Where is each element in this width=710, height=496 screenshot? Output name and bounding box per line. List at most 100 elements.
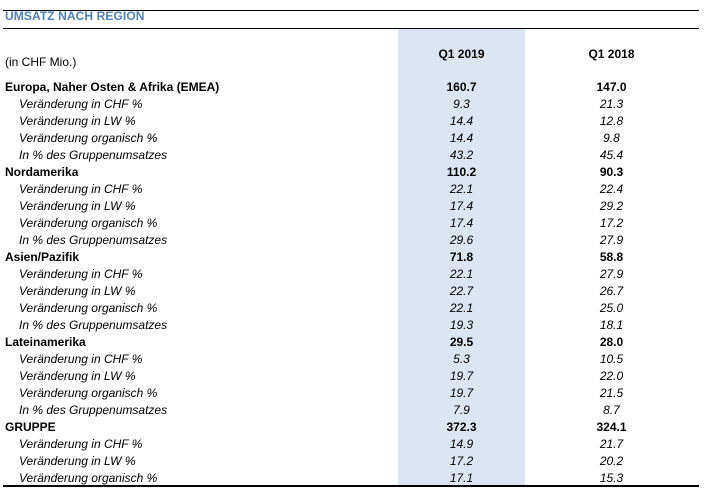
value-q1-2019: 22.1 (449, 267, 474, 281)
row-label: Veränderung organisch % (19, 386, 158, 400)
metric-row: Veränderung in CHF % 22.1 27.9 (0, 266, 710, 283)
value-q1-2018: 25.0 (599, 301, 624, 315)
value-q1-2018: 22.0 (599, 369, 624, 383)
value-q1-2018: 58.8 (599, 250, 624, 264)
value-q1-2018: 10.5 (599, 352, 624, 366)
row-label: Veränderung organisch % (19, 216, 158, 230)
highlight-column-band (398, 29, 525, 485)
row-label: Veränderung in CHF % (19, 182, 143, 196)
value-q1-2018: 45.4 (599, 148, 624, 162)
value-q1-2018: 18.1 (599, 318, 624, 332)
metric-row: In % des Gruppenumsatzes 19.3 18.1 (0, 317, 710, 334)
row-label: Veränderung in LW % (19, 454, 136, 468)
row-label: In % des Gruppenumsatzes (19, 233, 168, 247)
value-q1-2019: 9.3 (453, 97, 470, 111)
row-label: Veränderung in CHF % (19, 97, 143, 111)
row-label: Veränderung organisch % (19, 471, 158, 485)
value-q1-2018: 17.2 (599, 216, 624, 230)
value-q1-2019: 372.3 (446, 420, 477, 434)
value-q1-2018: 8.7 (603, 403, 620, 417)
region-row: Nordamerika 110.2 90.3 (0, 164, 710, 181)
value-q1-2019: 19.3 (449, 318, 474, 332)
value-q1-2018: 26.7 (599, 284, 624, 298)
row-label: Veränderung in LW % (19, 199, 136, 213)
row-label: Europa, Naher Osten & Afrika (EMEA) (5, 80, 220, 94)
value-q1-2019: 17.2 (449, 454, 474, 468)
value-q1-2018: 29.2 (599, 199, 624, 213)
row-label: In % des Gruppenumsatzes (19, 148, 168, 162)
value-q1-2019: 17.4 (449, 199, 474, 213)
value-q1-2018: 12.8 (599, 114, 624, 128)
value-q1-2018: 27.9 (599, 267, 624, 281)
value-q1-2018: 21.3 (599, 97, 624, 111)
metric-row: Veränderung in CHF % 9.3 21.3 (0, 96, 710, 113)
row-label: Veränderung in LW % (19, 114, 136, 128)
value-q1-2019: 110.2 (446, 165, 477, 179)
row-label: Asien/Pazifik (5, 250, 80, 264)
column-header-q1-2019: Q1 2019 (438, 47, 485, 61)
metric-row: Veränderung organisch % 17.1 15.3 (0, 470, 710, 487)
value-q1-2018: 27.9 (599, 233, 624, 247)
value-q1-2018: 15.3 (599, 471, 624, 485)
row-label: Lateinamerika (5, 335, 86, 349)
value-q1-2018: 28.0 (599, 335, 624, 349)
value-q1-2018: 147.0 (596, 80, 627, 94)
value-q1-2019: 19.7 (449, 369, 474, 383)
region-row: Europa, Naher Osten & Afrika (EMEA) 160.7… (0, 79, 710, 96)
row-label: Nordamerika (5, 165, 79, 179)
value-q1-2019: 22.1 (449, 301, 474, 315)
value-q1-2019: 22.7 (449, 284, 474, 298)
metric-row: Veränderung in CHF % 22.1 22.4 (0, 181, 710, 198)
bottom-border (3, 485, 699, 487)
value-q1-2019: 14.4 (449, 114, 474, 128)
row-label: In % des Gruppenumsatzes (19, 318, 168, 332)
value-q1-2018: 22.4 (599, 182, 624, 196)
metric-row: Veränderung in LW % 17.2 20.2 (0, 453, 710, 470)
value-q1-2018: 9.8 (603, 131, 620, 145)
value-q1-2018: 20.2 (599, 454, 624, 468)
metric-row: Veränderung organisch % 19.7 21.5 (0, 385, 710, 402)
metric-row: Veränderung in CHF % 14.9 21.7 (0, 436, 710, 453)
row-label: In % des Gruppenumsatzes (19, 403, 168, 417)
metric-row: Veränderung in LW % 22.7 26.7 (0, 283, 710, 300)
value-q1-2019: 29.6 (449, 233, 474, 247)
value-q1-2019: 5.3 (453, 352, 470, 366)
value-q1-2018: 21.5 (599, 386, 624, 400)
header-rule (3, 28, 699, 29)
metric-row: In % des Gruppenumsatzes 7.9 8.7 (0, 402, 710, 419)
top-border (3, 10, 699, 11)
value-q1-2019: 43.2 (449, 148, 474, 162)
value-q1-2018: 90.3 (599, 165, 624, 179)
metric-row: Veränderung in LW % 14.4 12.8 (0, 113, 710, 130)
value-q1-2019: 29.5 (449, 335, 474, 349)
value-q1-2019: 19.7 (449, 386, 474, 400)
value-q1-2019: 14.9 (449, 437, 474, 451)
value-q1-2019: 17.1 (449, 471, 474, 485)
row-label: Veränderung in CHF % (19, 437, 143, 451)
value-q1-2019: 17.4 (449, 216, 474, 230)
value-q1-2019: 7.9 (453, 403, 470, 417)
row-label: Veränderung organisch % (19, 301, 158, 315)
row-label: Veränderung in CHF % (19, 267, 143, 281)
table-body: Europa, Naher Osten & Afrika (EMEA) 160.7… (0, 79, 710, 487)
value-q1-2018: 324.1 (596, 420, 627, 434)
table-title: UMSATZ NACH REGION (5, 9, 145, 23)
metric-row: In % des Gruppenumsatzes 43.2 45.4 (0, 147, 710, 164)
unit-label: (in CHF Mio.) (5, 55, 77, 69)
metric-row: Veränderung organisch % 22.1 25.0 (0, 300, 710, 317)
value-q1-2019: 22.1 (449, 182, 474, 196)
metric-row: In % des Gruppenumsatzes 29.6 27.9 (0, 232, 710, 249)
region-row: Asien/Pazifik 71.8 58.8 (0, 249, 710, 266)
row-label: GRUPPE (5, 420, 56, 434)
metric-row: Veränderung in CHF % 5.3 10.5 (0, 351, 710, 368)
value-q1-2019: 160.7 (446, 80, 477, 94)
value-q1-2019: 14.4 (449, 131, 474, 145)
value-q1-2018: 21.7 (599, 437, 624, 451)
region-row: Lateinamerika 29.5 28.0 (0, 334, 710, 351)
metric-row: Veränderung in LW % 19.7 22.0 (0, 368, 710, 385)
value-q1-2019: 71.8 (449, 250, 474, 264)
row-label: Veränderung in CHF % (19, 352, 143, 366)
column-header-q1-2018: Q1 2018 (588, 47, 635, 61)
row-label: Veränderung organisch % (19, 131, 158, 145)
row-label: Veränderung in LW % (19, 284, 136, 298)
